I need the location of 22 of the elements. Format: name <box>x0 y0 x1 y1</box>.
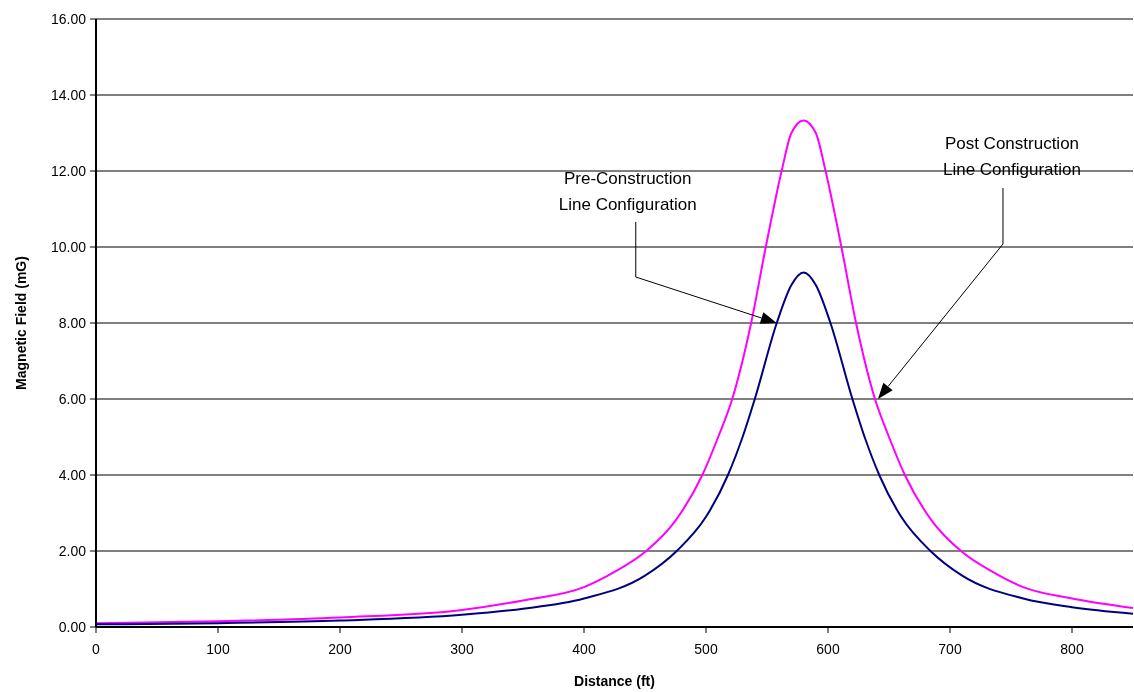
y-tick-label: 4.00 <box>58 466 87 483</box>
x-tick-label: 700 <box>938 641 962 657</box>
annotation: Pre-Construction Line Configuration <box>558 169 697 214</box>
y-tick-label: 6.00 <box>58 390 87 407</box>
x-tick-label: 300 <box>450 641 474 657</box>
x-tick-label: 200 <box>328 641 352 657</box>
x-tick-label: 600 <box>816 641 840 657</box>
y-tick-label: 12.00 <box>50 162 87 179</box>
y-tick-label: 14.00 <box>50 86 87 103</box>
y-tick-label: 0.00 <box>58 618 87 635</box>
annotation: Post Construction Line Configuration <box>942 134 1081 179</box>
x-tick-label: 800 <box>1060 641 1084 657</box>
x-tick-label: 100 <box>206 641 230 657</box>
x-axis-title: Distance (ft) <box>574 673 655 689</box>
y-tick-label: 16.00 <box>50 10 87 27</box>
x-tick-label: 0 <box>92 641 101 657</box>
y-tick-label: 8.00 <box>58 314 87 331</box>
x-tick-label: 500 <box>694 641 718 657</box>
x-tick-label: 400 <box>572 641 596 657</box>
y-tick-label: 10.00 <box>50 238 87 255</box>
y-axis-title: Magnetic Field (mG) <box>13 256 29 390</box>
y-tick-label: 2.00 <box>58 542 87 559</box>
